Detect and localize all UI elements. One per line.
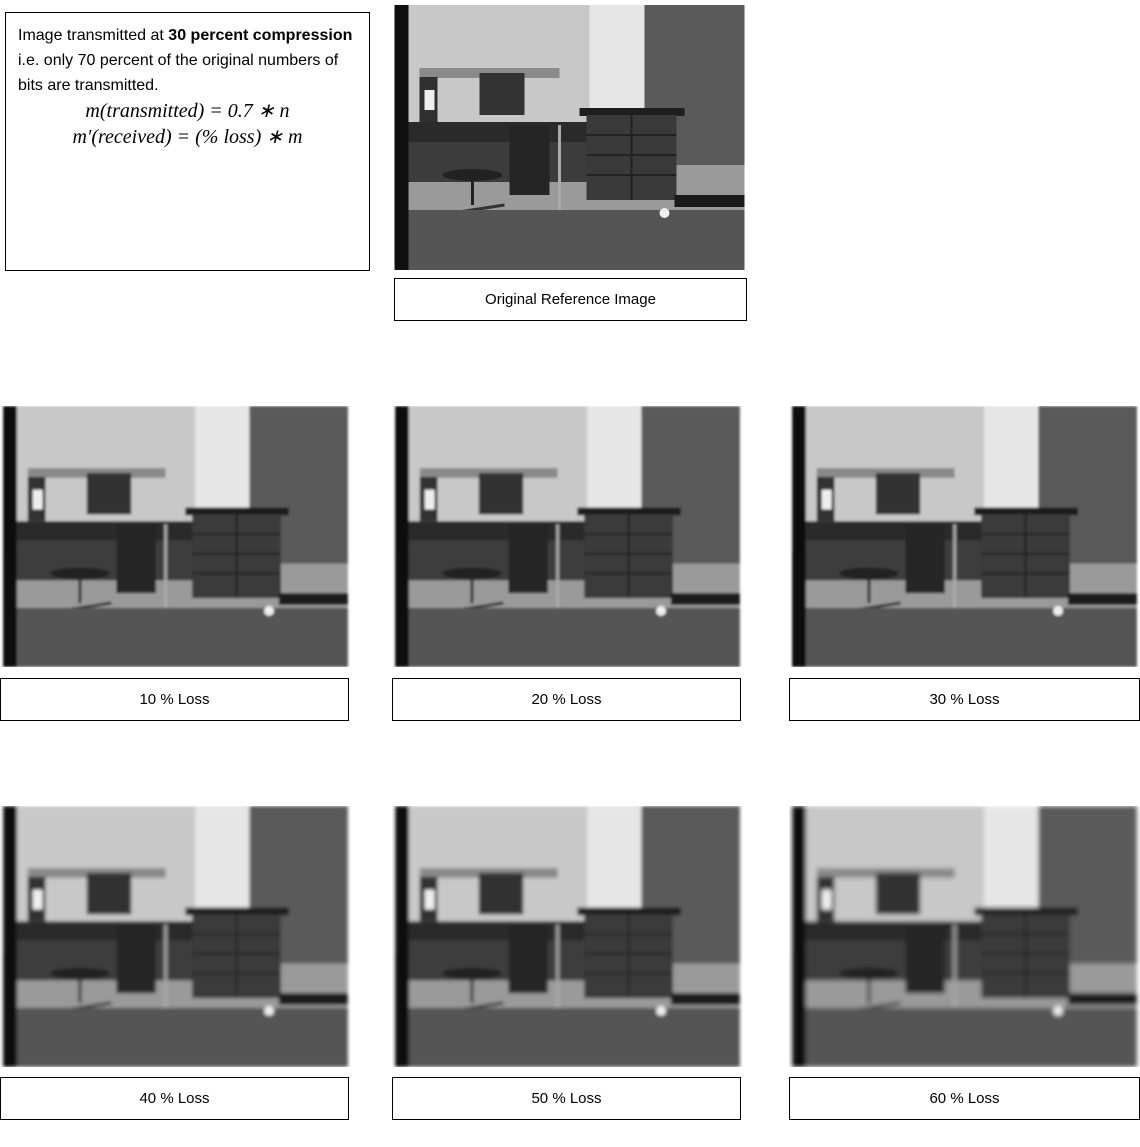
degraded-image xyxy=(0,806,351,1067)
bold-text: 30 percent compression xyxy=(168,27,352,44)
text: i.e. only 70 percent of the original num… xyxy=(18,52,338,94)
degraded-image xyxy=(392,406,743,667)
caption: 10 % Loss xyxy=(0,678,349,721)
text: Image transmitted at xyxy=(18,27,168,44)
caption: 30 % Loss xyxy=(789,678,1140,721)
caption: 50 % Loss xyxy=(392,1077,741,1120)
caption: 20 % Loss xyxy=(392,678,741,721)
degraded-image xyxy=(392,806,743,1067)
page: {"intro": {"text_before": "Image transmi… xyxy=(0,0,1140,1147)
equation: m′(received) = (% loss) ∗ m xyxy=(18,124,357,150)
equation: m(transmitted) = 0.7 ∗ n xyxy=(18,98,357,124)
caption: 40 % Loss xyxy=(0,1077,349,1120)
degraded-image xyxy=(789,406,1140,667)
intro-text: Image transmitted at 30 percent compress… xyxy=(18,23,357,98)
reference-image xyxy=(394,5,745,270)
intro-box: Image transmitted at 30 percent compress… xyxy=(5,12,370,271)
caption: Original Reference Image xyxy=(394,278,747,321)
degraded-image xyxy=(789,806,1140,1067)
caption: 60 % Loss xyxy=(789,1077,1140,1120)
degraded-image xyxy=(0,406,351,667)
